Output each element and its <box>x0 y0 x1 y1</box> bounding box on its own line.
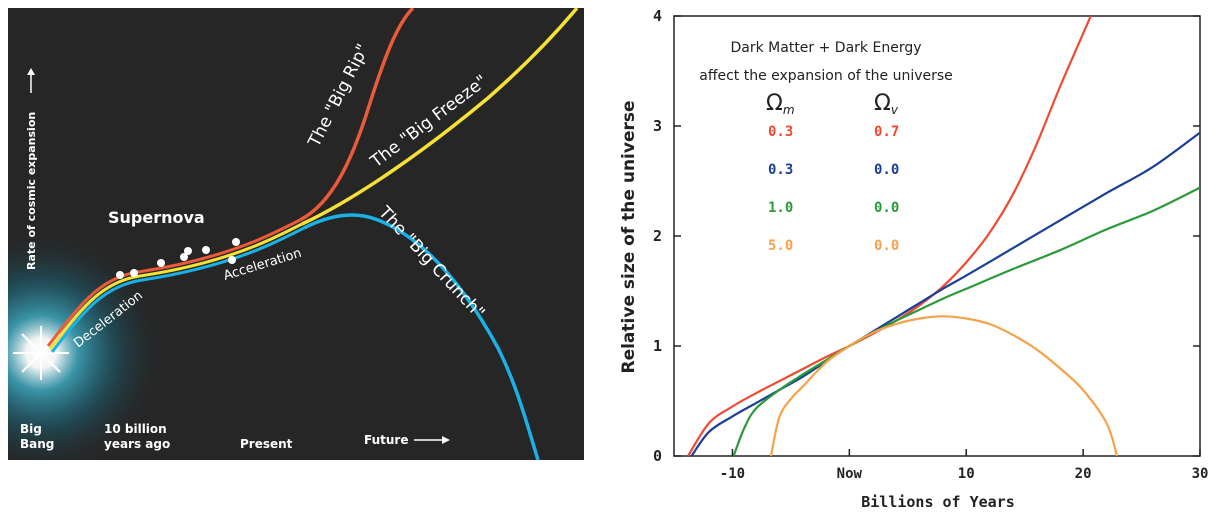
supernova-dot <box>157 259 165 267</box>
present-label: Present <box>240 437 293 451</box>
legend-omega-m-value: 1.0 <box>768 200 793 216</box>
x-tick-label: 30 <box>1192 466 1209 482</box>
supernova-dot <box>116 271 124 279</box>
x-tick-label: -10 <box>720 466 745 482</box>
future-label: Future <box>364 433 408 447</box>
supernova-dot <box>232 238 240 246</box>
supernova-dot <box>130 269 138 277</box>
y-axis-title: Relative size of the universe <box>619 100 639 373</box>
legend-omega-m-value: 0.3 <box>768 162 793 178</box>
legend-title-line-1: Dark Matter + Dark Energy <box>731 40 922 56</box>
supernova-dot <box>228 256 236 264</box>
y-tick-label: 3 <box>653 117 662 135</box>
supernova-label: Supernova <box>108 208 205 227</box>
size-vs-time-chart: -10 Now 10 20 30 0 1 2 3 4 Relative size of the u… <box>606 0 1218 515</box>
legend-omega-v-value: 0.0 <box>874 238 899 254</box>
supernova-dot <box>184 247 192 255</box>
expansion-scenarios-diagram: Rate of cosmic expansion The "Big Rip" T… <box>8 8 584 460</box>
legend-omega-m-value: 0.3 <box>768 124 793 140</box>
ten-billion-label-2: years ago <box>104 437 170 451</box>
x-tick-label: 10 <box>958 466 975 482</box>
x-tick-label: Now <box>837 466 863 482</box>
x-axis-title: Billions of Years <box>861 493 1015 511</box>
y-tick-label: 2 <box>653 227 662 245</box>
big-bang-label-1: Big <box>20 422 42 436</box>
legend-omega-v-value: 0.0 <box>874 200 899 216</box>
y-tick-label: 4 <box>653 7 662 25</box>
y-tick-label: 1 <box>653 337 662 355</box>
diagram-y-label: Rate of cosmic expansion <box>25 112 38 270</box>
legend-omega-v-value: 0.0 <box>874 162 899 178</box>
ten-billion-label-1: 10 billion <box>104 422 167 436</box>
legend-omega-m-value: 5.0 <box>768 238 793 254</box>
big-bang-label-2: Bang <box>20 437 54 451</box>
y-tick-label: 0 <box>653 447 662 465</box>
x-tick-label: 20 <box>1075 466 1092 482</box>
supernova-dot <box>202 246 210 254</box>
legend-title-line-2: affect the expansion of the universe <box>699 68 953 84</box>
legend-omega-v-value: 0.7 <box>874 124 899 140</box>
